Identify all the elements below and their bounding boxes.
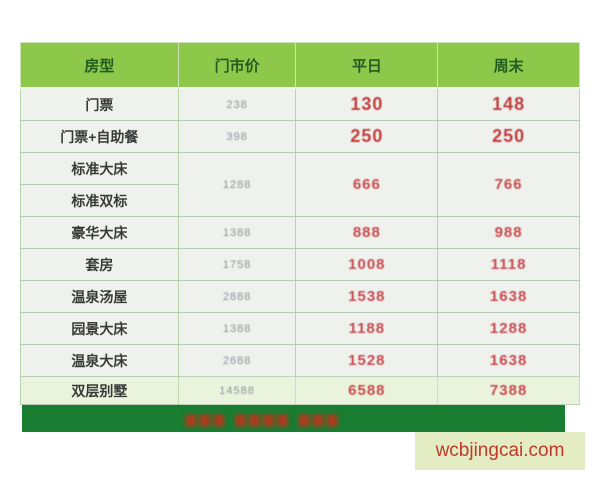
weekend-price: 1118 (437, 248, 580, 281)
list-price: 238 (177, 87, 297, 121)
header-weekend: 周末 (437, 42, 580, 89)
table-row: 门票 238 130 148 (20, 87, 580, 121)
room-name: 套房 (20, 248, 179, 281)
header-room-type: 房型 (20, 42, 179, 89)
list-price: 14588 (177, 376, 297, 405)
list-price: 1388 (177, 312, 297, 345)
watermark-box: wcbjingcai.com (415, 432, 585, 470)
banner-illegible-red-text: ▆▆▆ ▆▆▆▆ ▆▆▆ (185, 410, 342, 426)
bottom-green-banner: ▆▆▆ ▆▆▆▆ ▆▆▆ (22, 405, 565, 432)
weekend-price-merged: 766 (437, 152, 580, 217)
weekday-price-merged: 666 (295, 152, 439, 217)
table-row: 标准双标 (20, 184, 580, 217)
room-name: 标准双标 (20, 184, 179, 217)
weekend-price: 988 (437, 216, 580, 249)
room-name: 标准大床 (20, 152, 179, 185)
weekend-price: 1638 (437, 280, 580, 313)
list-price: 2888 (177, 280, 297, 313)
room-name: 双层别墅 (20, 376, 179, 405)
table-row: 标准大床 1288 666 766 (20, 152, 580, 217)
table-header-row: 房型 门市价 平日 周末 (20, 42, 580, 89)
weekday-price: 1188 (295, 312, 439, 345)
weekend-price: 148 (437, 87, 580, 121)
weekend-price: 1288 (437, 312, 580, 345)
table-row: 门票+自助餐 398 250 250 (20, 120, 580, 153)
header-weekday: 平日 (295, 42, 439, 89)
room-name: 温泉汤屋 (20, 280, 179, 313)
room-name: 门票 (20, 87, 179, 121)
table-row-villa: 双层别墅 14588 6588 7388 (20, 376, 580, 405)
weekend-price: 1638 (437, 344, 580, 377)
room-name: 豪华大床 (20, 216, 179, 249)
header-list-price: 门市价 (177, 42, 297, 89)
list-price: 1758 (177, 248, 297, 281)
room-name: 门票+自助餐 (20, 120, 179, 153)
table-row: 套房 1758 1008 1118 (20, 248, 580, 281)
table-row: 温泉汤屋 2888 1538 1638 (20, 280, 580, 313)
room-name: 温泉大床 (20, 344, 179, 377)
weekday-price: 888 (295, 216, 439, 249)
weekday-price: 250 (295, 120, 439, 153)
weekday-price: 6588 (295, 376, 439, 405)
weekday-price: 1528 (295, 344, 439, 377)
watermark-text: wcbjingcai.com (435, 440, 565, 461)
table-row: 豪华大床 1388 888 988 (20, 216, 580, 249)
weekday-price: 130 (295, 87, 439, 121)
list-price: 1388 (177, 216, 297, 249)
weekend-price: 7388 (437, 376, 580, 405)
table-row: 温泉大床 2688 1528 1638 (20, 344, 580, 377)
room-name: 园景大床 (20, 312, 179, 345)
weekday-price: 1538 (295, 280, 439, 313)
weekend-price: 250 (437, 120, 580, 153)
list-price: 398 (177, 120, 297, 153)
weekday-price: 1008 (295, 248, 439, 281)
table-row: 园景大床 1388 1188 1288 (20, 312, 580, 345)
list-price-merged: 1288 (177, 152, 297, 217)
list-price: 2688 (177, 344, 297, 377)
rate-table: 房型 门市价 平日 周末 门票 238 130 148 门票+自助餐 398 2… (20, 42, 580, 405)
